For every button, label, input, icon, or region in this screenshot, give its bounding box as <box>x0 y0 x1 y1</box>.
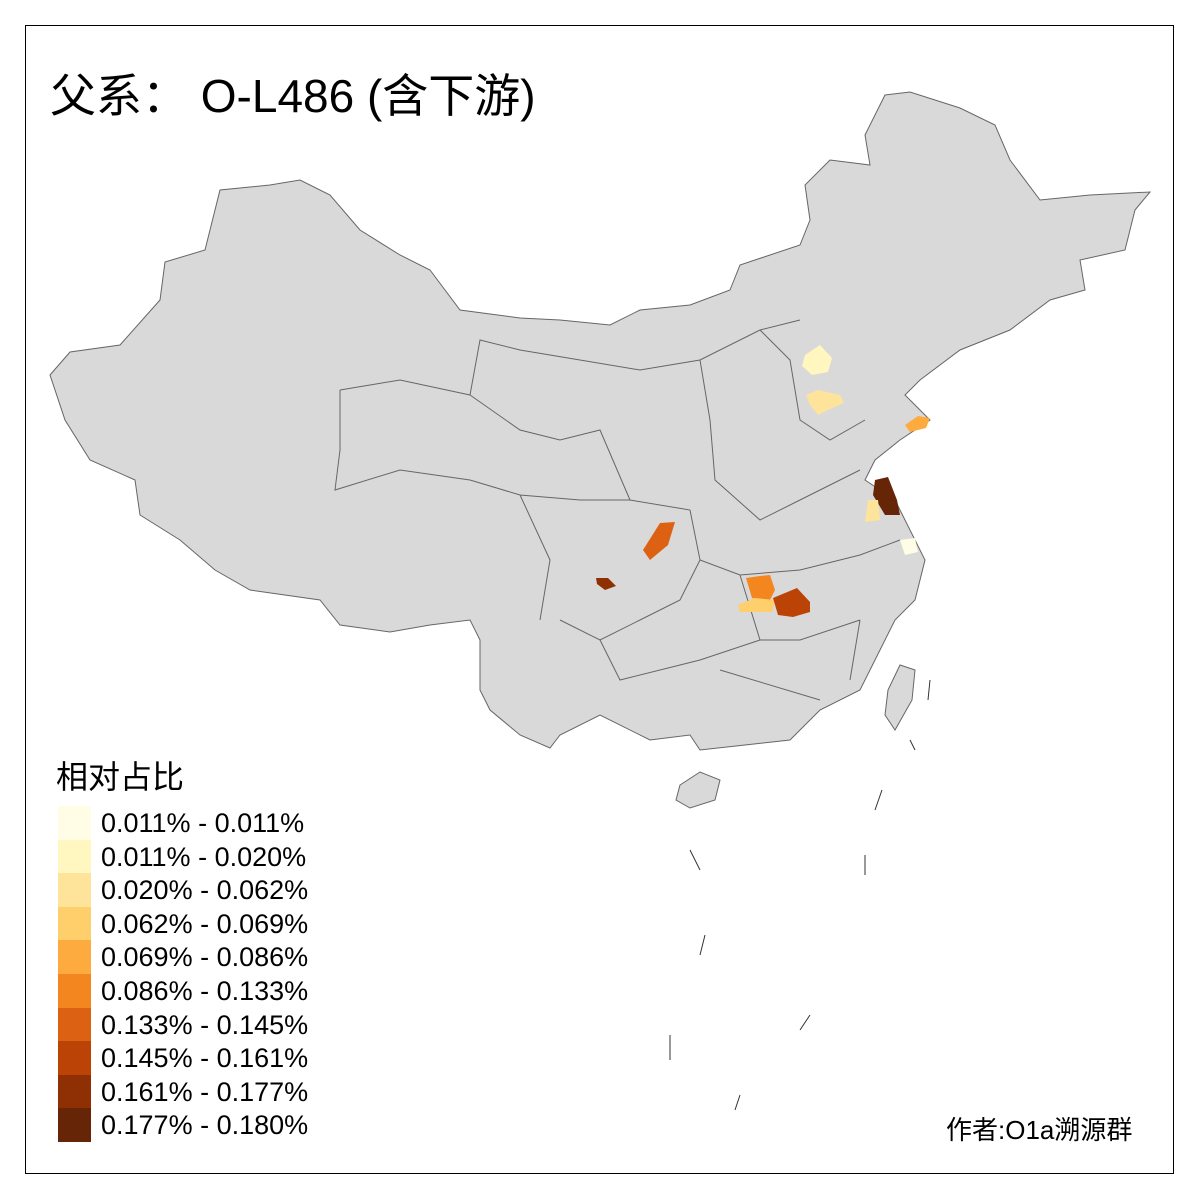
taiwan-island <box>884 664 916 731</box>
legend-item: 0.062% - 0.069% <box>58 906 358 941</box>
region-hunan-central <box>738 598 775 612</box>
legend-item: 0.145% - 0.161% <box>58 1041 358 1076</box>
region-chongqing-north <box>643 522 675 560</box>
legend-item: 0.020% - 0.062% <box>58 873 358 908</box>
legend-title: 相对占比 <box>56 759 185 795</box>
figure-frame <box>25 25 1174 1174</box>
legend-swatch <box>58 1074 91 1109</box>
legend-swatch <box>58 873 91 908</box>
legend-label: 0.020% - 0.062% <box>101 875 309 906</box>
legend-swatch <box>58 839 91 874</box>
region-hunan-north <box>746 575 775 600</box>
legend-label: 0.062% - 0.069% <box>101 908 309 939</box>
legend-item: 0.177% - 0.180% <box>58 1108 358 1143</box>
region-central-jiangsu <box>865 500 880 522</box>
legend-swatch <box>58 1108 91 1143</box>
legend-swatch <box>58 1007 91 1042</box>
region-tianjin-hebei <box>806 390 844 415</box>
legend-label: 0.133% - 0.145% <box>101 1009 309 1040</box>
hainan-island <box>675 771 721 809</box>
region-shanghai-area <box>900 538 918 555</box>
legend-label: 0.011% - 0.020% <box>101 841 307 872</box>
south-china-sea-islands <box>669 679 931 1111</box>
legend-item: 0.133% - 0.145% <box>58 1007 358 1042</box>
legend-item: 0.086% - 0.133% <box>58 974 358 1008</box>
legend-label: 0.086% - 0.133% <box>101 976 309 1006</box>
legend-label: 0.161% - 0.177% <box>101 1076 309 1107</box>
region-sichuan-small <box>596 578 616 590</box>
map-title: 父系： O-L486 (含下游) <box>50 70 536 122</box>
legend-label: 0.011% - 0.011% <box>101 808 305 838</box>
province-borders <box>334 319 901 701</box>
legend-item: 0.011% - 0.020% <box>58 839 358 874</box>
author-credit: 作者:O1a溯源群 <box>946 1115 1133 1145</box>
legend-label: 0.177% - 0.180% <box>101 1110 309 1141</box>
legend-label: 0.069% - 0.086% <box>101 942 309 973</box>
legend-item: 0.011% - 0.011% <box>58 806 358 840</box>
legend-item: 0.161% - 0.177% <box>58 1074 358 1109</box>
region-shandong-coast <box>905 416 930 432</box>
china-mainland <box>49 91 1152 751</box>
legend-swatch <box>58 806 91 840</box>
legend-item: 0.069% - 0.086% <box>58 940 358 975</box>
legend-swatch <box>58 906 91 941</box>
region-jiangxi-west <box>773 588 810 617</box>
legend-swatch <box>58 1041 91 1076</box>
legend-swatch <box>58 940 91 975</box>
region-northern-jiangsu <box>873 477 900 515</box>
legend-swatch <box>58 974 91 1008</box>
legend-label: 0.145% - 0.161% <box>101 1043 309 1074</box>
highlighted-regions <box>596 345 930 617</box>
region-beijing <box>802 345 832 375</box>
